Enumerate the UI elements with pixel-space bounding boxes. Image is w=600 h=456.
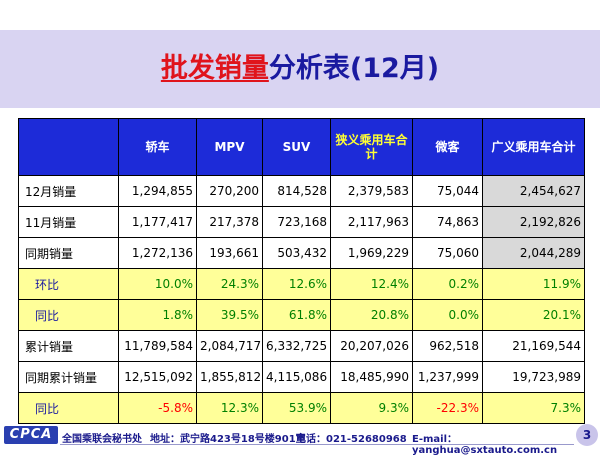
- table-cell: 75,044: [412, 175, 483, 207]
- table-row: 累计销量 11,789,584 2,084,717 6,332,725 20,2…: [18, 330, 585, 362]
- row-label: 同比: [18, 299, 119, 331]
- table-cell: 1,855,812: [196, 361, 263, 393]
- table-cell: 7.3%: [482, 392, 585, 424]
- page-number: 3: [576, 424, 598, 446]
- footer-email: E-mail：yanghua@sxtauto.com.cn: [412, 434, 558, 456]
- table-cell: 1,237,999: [412, 361, 483, 393]
- table-cell: 1,294,855: [118, 175, 197, 207]
- table-cell: 11,789,584: [118, 330, 197, 362]
- header-cell-corner: [18, 118, 119, 176]
- footer-divider: [60, 444, 574, 445]
- header-cell-sedan: 轿车: [118, 118, 197, 176]
- table-cell: 6,332,725: [262, 330, 331, 362]
- header-cell-broad-total: 广义乘用车合计: [482, 118, 585, 176]
- table-cell: 2,379,583: [330, 175, 413, 207]
- table-cell: 1,177,417: [118, 206, 197, 238]
- footer-phone: 电话：021-52680968: [296, 434, 407, 445]
- table-cell: 20.8%: [330, 299, 413, 331]
- table-row: 同比 -5.8% 12.3% 53.9% 9.3% -22.3% 7.3%: [18, 392, 585, 424]
- title-rest: 分析表(12月): [268, 53, 440, 84]
- table-row: 同比 1.8% 39.5% 61.8% 20.8% 0.0% 20.1%: [18, 299, 585, 331]
- row-label: 同比: [18, 392, 119, 424]
- table-cell: 1,969,229: [330, 237, 413, 269]
- table-cell: 53.9%: [262, 392, 331, 424]
- header-cell-mpv: MPV: [196, 118, 263, 176]
- table-cell: 18,485,990: [330, 361, 413, 393]
- table-cell: -5.8%: [118, 392, 197, 424]
- table-cell: 74,863: [412, 206, 483, 238]
- table-cell: 12.3%: [196, 392, 263, 424]
- page-title: 批发销量分析表(12月): [0, 46, 600, 85]
- table-cell: 193,661: [196, 237, 263, 269]
- table-cell: 11.9%: [482, 268, 585, 300]
- footer: CPCA 全国乘联会秘书处 地址：武宁路423号18号楼901室 电话：021-…: [0, 424, 600, 456]
- table-cell: 814,528: [262, 175, 331, 207]
- row-label: 12月销量: [18, 175, 119, 207]
- footer-address: 地址：武宁路423号18号楼901室: [150, 434, 306, 445]
- sales-table: 轿车 MPV SUV 狭义乘用车合计 微客 广义乘用车合计 12月销量 1,29…: [18, 118, 585, 424]
- table-row: 12月销量 1,294,855 270,200 814,528 2,379,58…: [18, 175, 585, 207]
- table-cell: 24.3%: [196, 268, 263, 300]
- table-cell: 0.2%: [412, 268, 483, 300]
- row-label: 累计销量: [18, 330, 119, 362]
- table-cell: 4,115,086: [262, 361, 331, 393]
- table-cell: 217,378: [196, 206, 263, 238]
- table-row: 同期销量 1,272,136 193,661 503,432 1,969,229…: [18, 237, 585, 269]
- table-cell: 39.5%: [196, 299, 263, 331]
- table-cell: 10.0%: [118, 268, 197, 300]
- table-cell: 2,117,963: [330, 206, 413, 238]
- table-cell: 19,723,989: [482, 361, 585, 393]
- table-cell: -22.3%: [412, 392, 483, 424]
- table-cell: 20.1%: [482, 299, 585, 331]
- header-cell-minivan: 微客: [412, 118, 483, 176]
- table-row: 环比 10.0% 24.3% 12.6% 12.4% 0.2% 11.9%: [18, 268, 585, 300]
- table-cell: 503,432: [262, 237, 331, 269]
- table-cell: 61.8%: [262, 299, 331, 331]
- table-cell: 21,169,544: [482, 330, 585, 362]
- cpca-logo: CPCA: [4, 426, 58, 444]
- title-band: [0, 30, 600, 108]
- table-cell: 12.4%: [330, 268, 413, 300]
- table-cell: 270,200: [196, 175, 263, 207]
- table-cell: 1.8%: [118, 299, 197, 331]
- table-cell: 0.0%: [412, 299, 483, 331]
- table-cell: 2,084,717: [196, 330, 263, 362]
- title-highlight: 批发销量: [160, 53, 269, 84]
- table-cell: 2,192,826: [482, 206, 585, 238]
- table-cell: 723,168: [262, 206, 331, 238]
- footer-org: 全国乘联会秘书处: [62, 434, 142, 445]
- header-cell-suv: SUV: [262, 118, 331, 176]
- table-cell: 1,272,136: [118, 237, 197, 269]
- table-cell: 962,518: [412, 330, 483, 362]
- row-label: 同期销量: [18, 237, 119, 269]
- row-label: 11月销量: [18, 206, 119, 238]
- table-cell: 9.3%: [330, 392, 413, 424]
- header-cell-narrow-total: 狭义乘用车合计: [330, 118, 413, 176]
- table-cell: 2,454,627: [482, 175, 585, 207]
- table-row: 同期累计销量 12,515,092 1,855,812 4,115,086 18…: [18, 361, 585, 393]
- row-label: 环比: [18, 268, 119, 300]
- table-cell: 2,044,289: [482, 237, 585, 269]
- table-header-row: 轿车 MPV SUV 狭义乘用车合计 微客 广义乘用车合计: [18, 118, 585, 176]
- table-row: 11月销量 1,177,417 217,378 723,168 2,117,96…: [18, 206, 585, 238]
- table-cell: 20,207,026: [330, 330, 413, 362]
- row-label: 同期累计销量: [18, 361, 119, 393]
- table-cell: 12.6%: [262, 268, 331, 300]
- table-cell: 75,060: [412, 237, 483, 269]
- table-cell: 12,515,092: [118, 361, 197, 393]
